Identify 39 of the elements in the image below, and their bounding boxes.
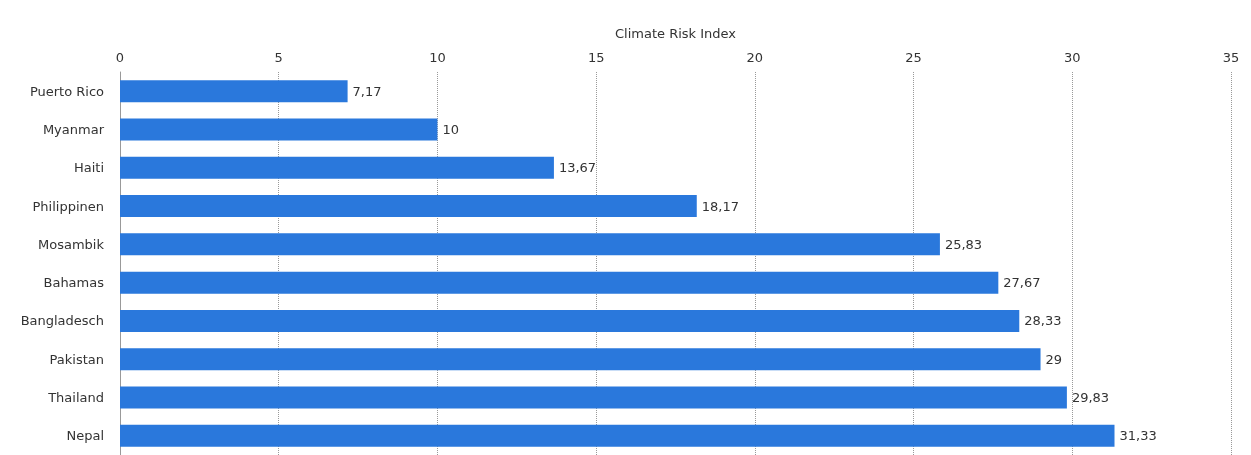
y-tick-label: Bangladesch	[20, 313, 104, 329]
x-tick-label: 5	[274, 50, 283, 65]
x-tick-label: 20	[746, 50, 764, 65]
data-label: 27,67	[1003, 275, 1041, 291]
bar	[120, 348, 1041, 371]
data-label: 29	[1045, 351, 1063, 367]
x-tick-label: 15	[587, 50, 605, 65]
x-tick-label: 10	[429, 50, 446, 65]
y-tick-label: Puerto Rico	[29, 83, 105, 99]
y-tick-label: Philippinen	[32, 198, 104, 214]
data-label: 7,17	[352, 83, 382, 99]
bar	[120, 271, 999, 294]
data-label: 28,33	[1024, 313, 1062, 329]
bar	[120, 118, 438, 141]
x-tick-label: 30	[1064, 50, 1081, 65]
data-label: 13,67	[558, 160, 597, 176]
y-tick-label: Mosambik	[38, 236, 105, 252]
bar	[120, 195, 697, 218]
x-tick-label: 25	[905, 50, 922, 65]
y-tick-label: Myanmar	[42, 121, 105, 137]
data-label: 31,33	[1119, 428, 1157, 444]
y-tick-label: Nepal	[66, 428, 104, 444]
x-tick-label: 0	[115, 50, 125, 65]
y-tick-label: Pakistan	[49, 351, 104, 367]
bar	[120, 80, 348, 103]
x-axis-title: Climate Risk Index	[614, 26, 737, 41]
bar	[120, 309, 1020, 332]
bar	[120, 424, 1115, 447]
bar	[120, 233, 940, 256]
data-label: 29,83	[1071, 390, 1110, 406]
y-tick-label: Haiti	[73, 160, 104, 176]
data-label: 18,17	[701, 198, 739, 214]
bar	[120, 156, 554, 179]
data-label: 25,83	[944, 236, 983, 252]
bar	[120, 386, 1067, 409]
y-tick-label: Thailand	[47, 390, 104, 406]
y-tick-label: Bahamas	[43, 275, 105, 291]
data-label: 10	[442, 121, 459, 137]
x-tick-label: 35	[1222, 50, 1240, 65]
